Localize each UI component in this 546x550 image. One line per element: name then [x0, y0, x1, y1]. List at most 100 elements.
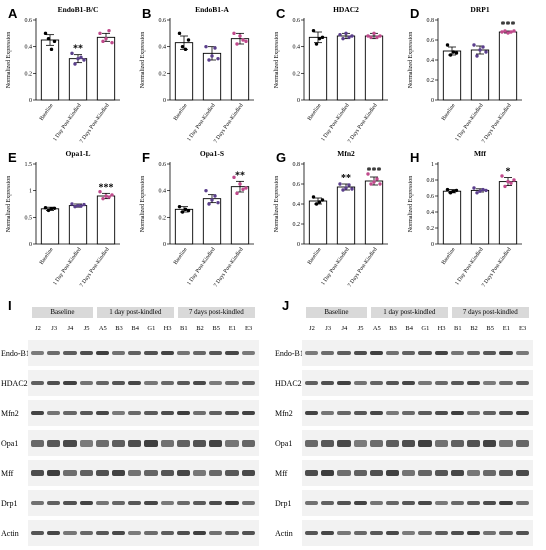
data-point: [350, 187, 354, 191]
bar: [308, 36, 328, 101]
data-point: [320, 198, 325, 202]
blot-band: [369, 351, 383, 355]
chart-title: EndoB1-A: [195, 5, 229, 14]
blot-band: [353, 470, 367, 476]
lane-label: A5: [372, 325, 381, 332]
blot-band: [337, 470, 351, 476]
blot-band: [418, 470, 432, 476]
blot-band: [176, 411, 190, 415]
data-point: [338, 182, 342, 186]
panel-letter-b: B: [142, 6, 152, 21]
bar: [174, 42, 194, 101]
data-point: [216, 200, 220, 205]
x-tick-label: Baseline: [39, 246, 55, 266]
chart-g: Mfn2 Normalized Expression 0 0.2 0.4 0.6 0.8 Ba…: [274, 149, 388, 288]
significance-marker: ***: [99, 182, 114, 193]
data-point: [183, 47, 188, 52]
data-point: [347, 35, 351, 40]
blot-band: [369, 411, 383, 415]
blot-band: [305, 531, 319, 535]
data-point: [472, 43, 476, 47]
y-tick-label: 0: [297, 98, 300, 104]
significance-marker: *: [506, 167, 511, 178]
blot-band: [515, 470, 529, 476]
blot-band: [515, 531, 529, 535]
data-point: [52, 206, 57, 210]
data-point: [500, 174, 504, 178]
y-tick-label: 0: [431, 98, 434, 104]
blot-band: [160, 351, 174, 355]
blot-band: [63, 501, 77, 505]
data-point: [481, 187, 485, 192]
lane-label: B3: [115, 325, 123, 332]
blot-band: [31, 381, 45, 385]
blot-band: [225, 470, 239, 476]
blot-band: [160, 531, 174, 535]
data-point: [378, 34, 382, 38]
chart-e: Opa1-L Normalized Expression 0 0.5 1 1.5 Basel…: [6, 149, 120, 288]
panel-letter-j: J: [282, 298, 290, 313]
bar: [68, 205, 88, 245]
lane-group-label: Baseline: [32, 307, 93, 318]
blot-band: [95, 411, 109, 415]
x-tick-label: 7 Days Post-Kindled: [213, 247, 245, 289]
blot-band: [209, 411, 223, 415]
blot-band: [499, 381, 513, 385]
data-point: [235, 191, 239, 196]
data-point: [375, 35, 379, 40]
data-point: [49, 47, 54, 52]
blot-band: [467, 501, 481, 505]
x-tick-label: 1 Day Post-Kindled: [52, 247, 83, 287]
y-axis-label: Normalized Expression: [274, 32, 280, 88]
blot-band: [63, 531, 77, 535]
blot-band: [337, 531, 351, 535]
western-blot-j: Baseline 1 day post-kindled 7 days post-ki…: [274, 305, 546, 550]
y-tick-label: 0.4: [159, 45, 167, 51]
data-point: [216, 56, 220, 61]
blot-band: [160, 381, 174, 385]
blot-band: [467, 411, 481, 415]
blot-band: [47, 470, 61, 476]
protein-label: Endo-B1: [1, 349, 30, 358]
blot-band: [112, 501, 126, 505]
blot-band: [321, 501, 335, 505]
blot-band: [112, 411, 126, 415]
blot-band: [144, 439, 158, 447]
bar: [442, 190, 462, 245]
protein-label: Actin: [275, 529, 293, 538]
blot-band: [31, 531, 45, 535]
data-point: [512, 178, 516, 182]
blot-band: [144, 470, 158, 476]
x-tick-label: 7 Days Post-Kindled: [213, 103, 245, 145]
lane-label: E3: [518, 325, 527, 332]
blot-band: [418, 439, 432, 447]
bar: [308, 200, 328, 245]
blot-band: [450, 351, 464, 355]
blot-band: [434, 470, 448, 476]
y-tick-label: 0.4: [25, 45, 33, 51]
data-point: [445, 43, 450, 47]
blot-band: [386, 501, 400, 505]
y-tick-label: 0.2: [159, 215, 167, 221]
protein-label: Mfn2: [275, 409, 293, 418]
data-point: [503, 184, 507, 189]
protein-label: Mfn2: [1, 409, 19, 418]
blot-band: [160, 501, 174, 505]
data-point: [366, 34, 370, 38]
blot-band: [112, 439, 126, 447]
blot-band: [144, 381, 158, 385]
lane-label: J2: [309, 325, 315, 332]
blot-band: [193, 439, 207, 447]
blot-band: [386, 531, 400, 535]
data-point: [506, 179, 510, 184]
lane-label: B4: [405, 325, 413, 332]
data-point: [46, 36, 51, 41]
y-tick-label: 0.4: [427, 58, 435, 64]
x-tick-label: 7 Days Post-Kindled: [347, 103, 379, 145]
blot-strip: [28, 400, 259, 426]
bar: [174, 208, 194, 245]
data-point: [213, 46, 217, 50]
data-point: [338, 32, 342, 37]
data-point: [98, 31, 102, 36]
blot-band: [353, 381, 367, 385]
